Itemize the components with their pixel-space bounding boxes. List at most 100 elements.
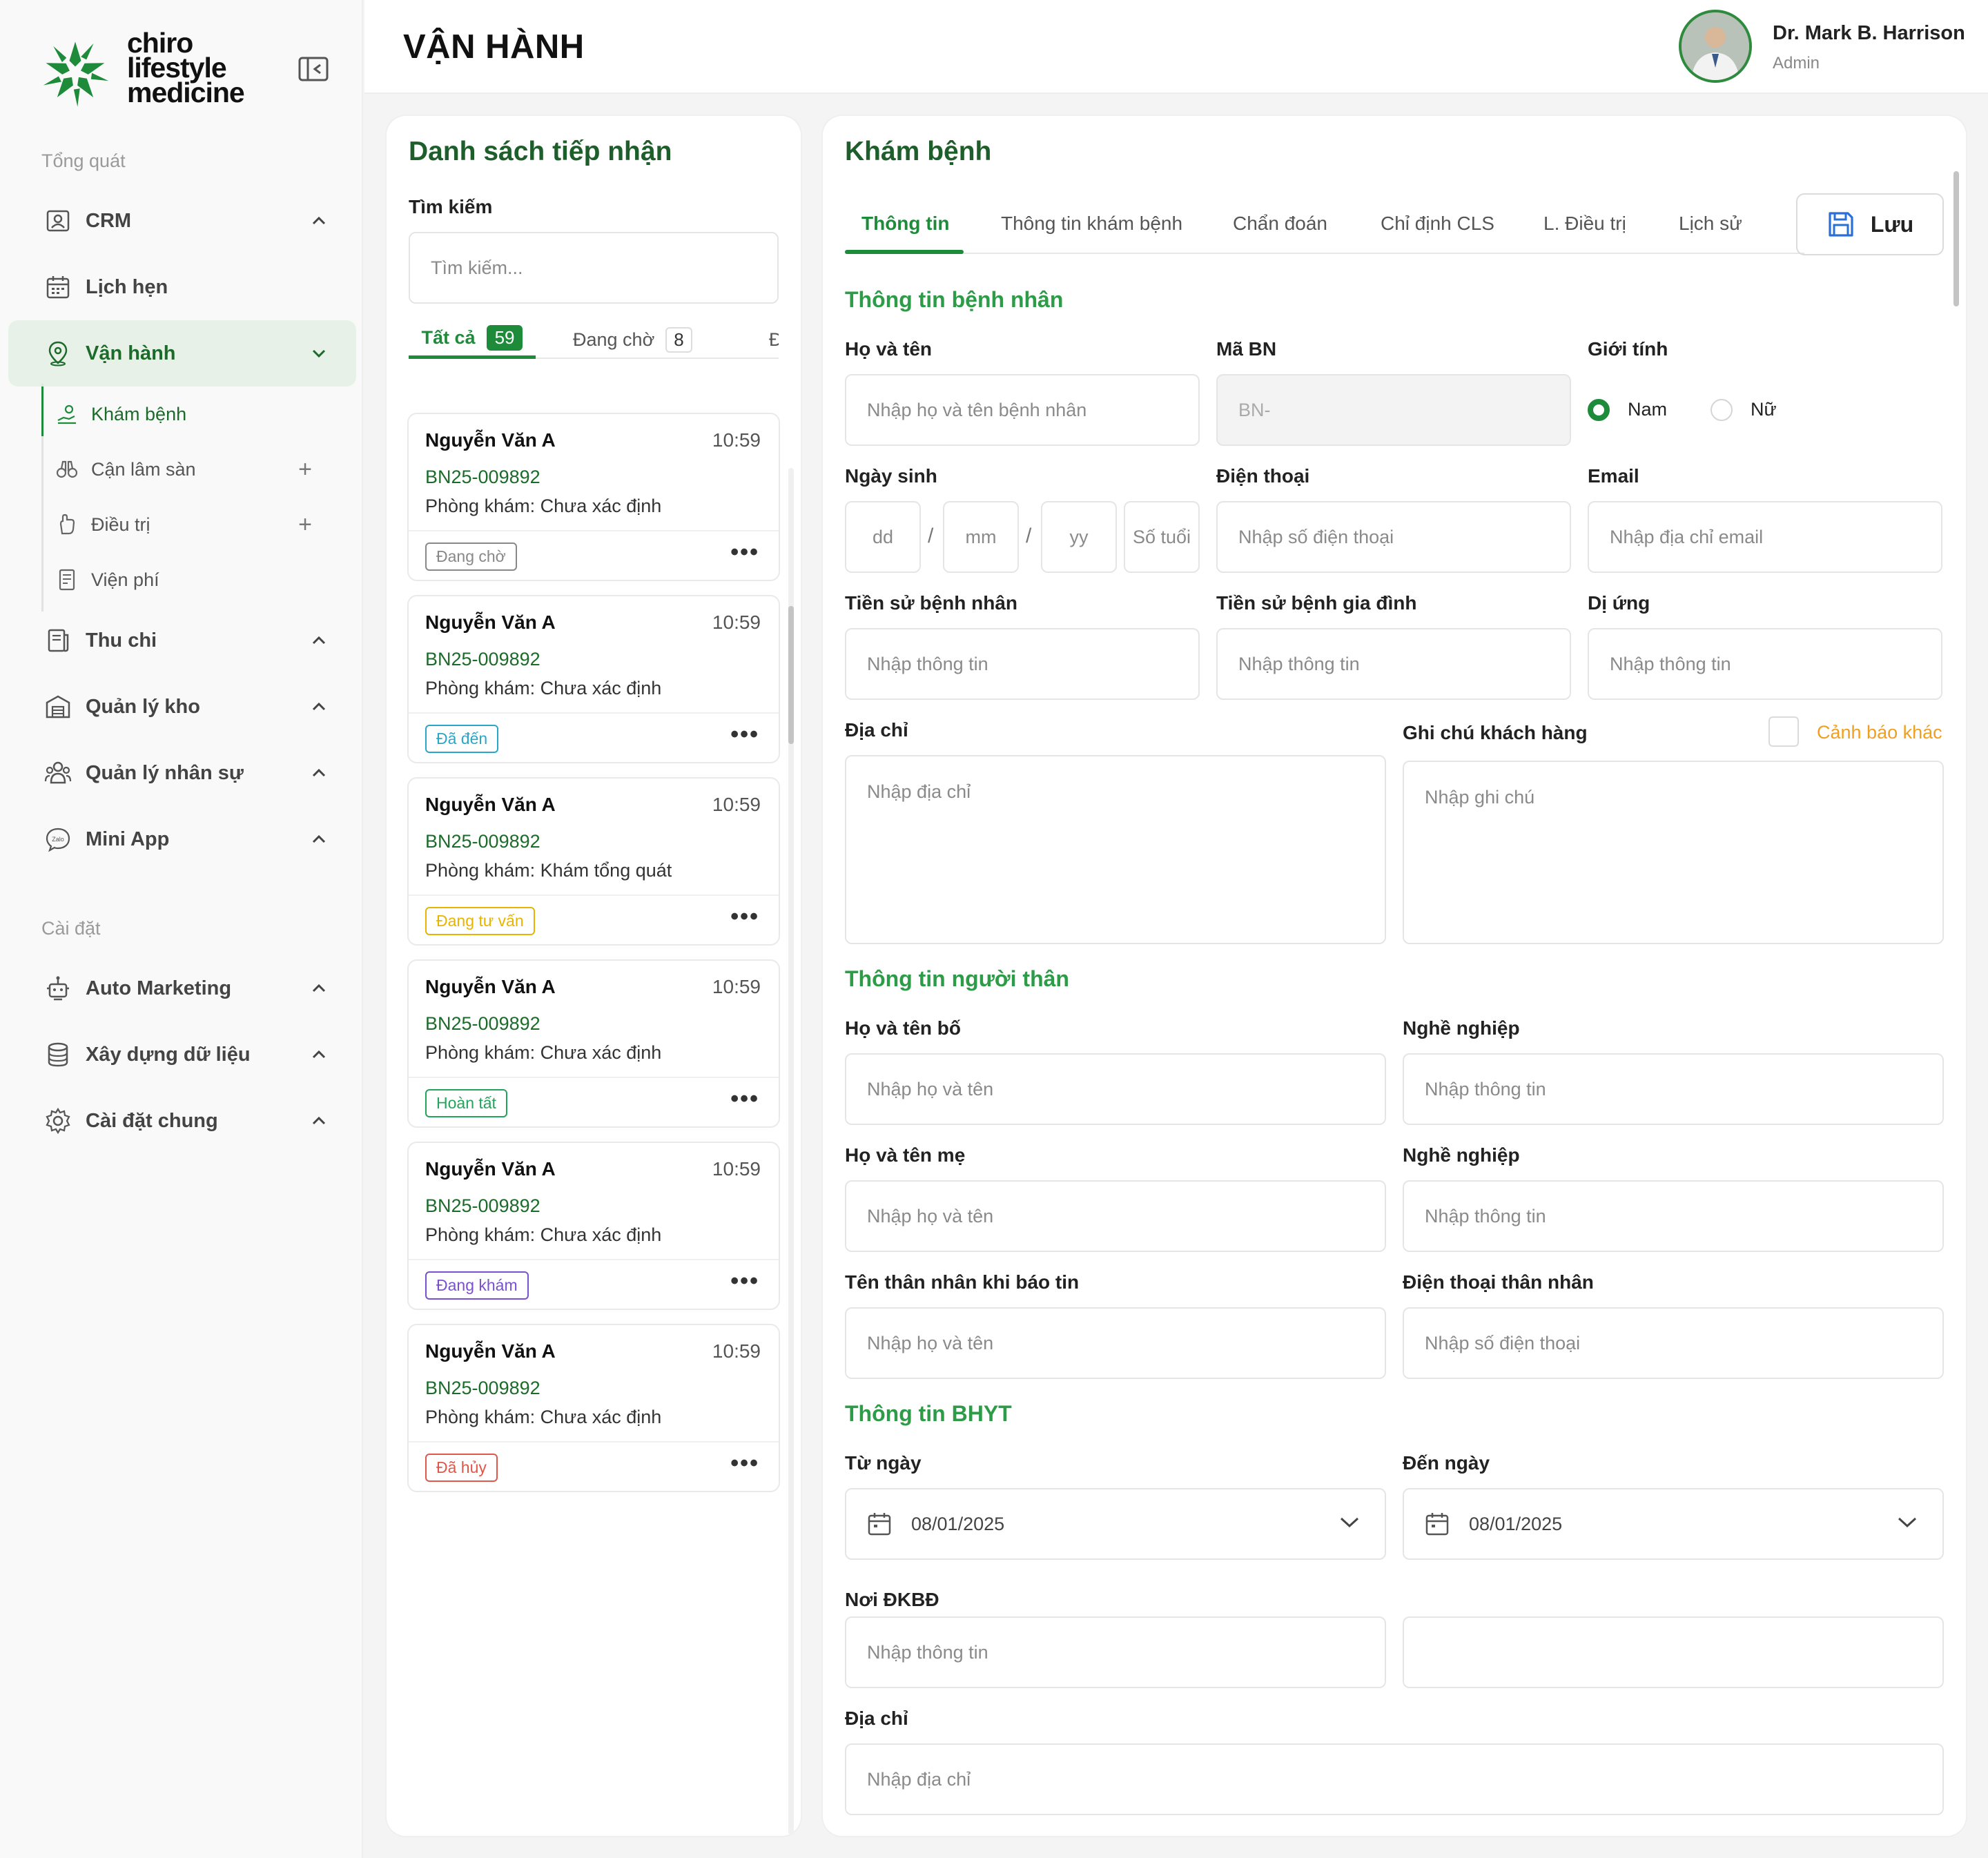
svg-text:Zalo: Zalo	[52, 836, 64, 843]
calendar-icon	[868, 1513, 891, 1536]
contact-phone-input[interactable]: Nhập số điện thoại	[1403, 1307, 1944, 1379]
registration-place-extra-input[interactable]	[1403, 1616, 1944, 1688]
list-scrollbar-thumb[interactable]	[788, 606, 794, 744]
dob-year-input[interactable]: yy	[1041, 501, 1117, 573]
sidebar-item-label: Auto Marketing	[86, 977, 232, 999]
patient-code: BN25-009892	[425, 1195, 540, 1216]
tab-cls-orders[interactable]: Chỉ định CLS	[1381, 213, 1494, 234]
sidebar-subitem-treatment[interactable]: Điều trị +	[41, 497, 331, 552]
sidebar-item-auto-marketing[interactable]: Auto Marketing	[8, 955, 356, 1021]
save-button[interactable]: Lưu	[1796, 193, 1944, 255]
sidebar-item-crm[interactable]: CRM	[8, 188, 356, 254]
note-placeholder: Nhập ghi chú	[1425, 787, 1535, 808]
sidebar-item-label: Xây dựng dữ liệu	[86, 1043, 251, 1066]
more-options-icon[interactable]: •••	[730, 539, 759, 565]
form-scrollbar-thumb[interactable]	[1953, 171, 1959, 306]
list-item[interactable]: Nguyễn Văn A 10:59 BN25-009892 Phòng khám: …	[407, 413, 780, 581]
database-icon	[48, 1042, 68, 1067]
sidebar-item-label: Quản lý kho	[86, 695, 200, 718]
patient-name-input[interactable]: Nhập họ và tên bệnh nhân	[845, 374, 1200, 446]
list-item[interactable]: Nguyễn Văn A 10:59 BN25-009892 Phòng khám: …	[407, 1324, 780, 1492]
patient-code: BN25-009892	[425, 467, 540, 487]
insurance-to-label: Đến ngày	[1403, 1452, 1490, 1474]
medical-history-input[interactable]: Nhập thông tin	[845, 628, 1200, 700]
exam-room: Phòng khám: Chưa xác định	[425, 678, 661, 699]
more-options-icon[interactable]: •••	[730, 1268, 759, 1294]
exam-room: Phòng khám: Chưa xác định	[425, 1042, 661, 1064]
insurance-to-date-picker[interactable]: 08/01/2025	[1403, 1488, 1944, 1560]
father-name-input[interactable]: Nhập họ và tên	[845, 1053, 1386, 1125]
family-history-input[interactable]: Nhập thông tin	[1216, 628, 1571, 700]
insurance-from-date-picker[interactable]: 08/01/2025	[845, 1488, 1386, 1560]
patient-name: Nguyễn Văn A	[425, 1158, 556, 1180]
dob-day-input[interactable]: dd	[845, 501, 921, 573]
card-divider	[409, 1259, 779, 1260]
tab-info[interactable]: Thông tin	[861, 213, 950, 234]
sidebar-item-general-settings[interactable]: Cài đặt chung	[8, 1088, 356, 1154]
list-item[interactable]: Nguyễn Văn A 10:59 BN25-009892 Phòng khám: …	[407, 1142, 780, 1310]
more-options-icon[interactable]: •••	[730, 721, 759, 747]
page-title: VẬN HÀNH	[403, 28, 585, 66]
insurance-address-input[interactable]: Nhập địa chỉ	[845, 1743, 1944, 1815]
sidebar-item-warehouse[interactable]: Quản lý kho	[8, 674, 356, 740]
other-warning-checkbox[interactable]	[1768, 716, 1799, 747]
plus-icon[interactable]: +	[298, 511, 312, 538]
allergy-input[interactable]: Nhập thông tin	[1588, 628, 1942, 700]
dob-month-input[interactable]: mm	[943, 501, 1019, 573]
sidebar-subitem-label: Điều trị	[91, 514, 150, 535]
gender-male-radio[interactable]	[1588, 399, 1610, 421]
gender-label: Giới tính	[1588, 338, 1668, 360]
arrival-time: 10:59	[712, 429, 761, 451]
contact-name-input[interactable]: Nhập họ và tên	[845, 1307, 1386, 1379]
chevron-up-icon	[312, 1116, 326, 1125]
status-badge: Hoàn tất	[425, 1089, 507, 1117]
tab-treatment[interactable]: L. Điều trị	[1543, 213, 1626, 234]
sidebar-item-operations[interactable]: Vận hành	[8, 320, 356, 387]
email-input[interactable]: Nhập địa chỉ email	[1588, 501, 1942, 573]
father-job-input[interactable]: Nhập thông tin	[1403, 1053, 1944, 1125]
mother-job-label: Nghề nghiệp	[1403, 1144, 1520, 1166]
tab-diagnosis[interactable]: Chẩn đoán	[1233, 213, 1328, 234]
chevron-up-icon	[312, 768, 326, 777]
sidebar-subitem-examination[interactable]: Khám bệnh	[41, 387, 331, 442]
list-scrollbar[interactable]	[788, 468, 794, 1835]
sidebar-item-label: Vận hành	[86, 342, 176, 364]
tab-history[interactable]: Lịch sử	[1679, 213, 1742, 234]
more-options-icon[interactable]: •••	[730, 903, 759, 930]
address-textarea[interactable]: Nhập địa chỉ	[845, 755, 1386, 944]
address-label: Địa chỉ	[845, 719, 908, 741]
avatar[interactable]	[1679, 10, 1752, 83]
more-options-icon[interactable]: •••	[730, 1086, 759, 1112]
submenu-line	[41, 384, 43, 612]
search-input[interactable]: Tìm kiếm...	[409, 232, 779, 304]
sidebar-item-mini-app[interactable]: Zalo Mini App	[8, 806, 356, 872]
registration-place-input[interactable]: Nhập thông tin	[845, 1616, 1386, 1688]
list-item[interactable]: Nguyễn Văn A 10:59 BN25-009892 Phòng khám: …	[407, 777, 780, 946]
submenu-active-indicator	[41, 387, 43, 436]
mother-name-input[interactable]: Nhập họ và tên	[845, 1180, 1386, 1252]
sidebar-item-finance[interactable]: Thu chi	[8, 607, 356, 674]
tab-exam-info[interactable]: Thông tin khám bệnh	[1001, 213, 1183, 234]
tab-waiting[interactable]: Đang chờ 8	[573, 320, 692, 359]
list-item[interactable]: Nguyễn Văn A 10:59 BN25-009892 Phòng khám: …	[407, 959, 780, 1128]
age-input[interactable]: Số tuổi	[1124, 501, 1200, 573]
warehouse-icon	[46, 695, 70, 718]
sidebar-item-appointments[interactable]: Lịch hẹn	[8, 254, 356, 320]
contact-phone-label: Điện thoại thân nhân	[1403, 1271, 1594, 1293]
sidebar-subitem-fees[interactable]: Viện phí	[41, 552, 331, 607]
sidebar-subitem-paraclinical[interactable]: Cận lâm sàn +	[41, 442, 331, 497]
customer-note-textarea[interactable]: Nhập ghi chú	[1403, 761, 1944, 944]
mother-name-label: Họ và tên mẹ	[845, 1144, 966, 1166]
tab-all[interactable]: Tất cả 59	[409, 320, 536, 359]
collapse-sidebar-icon[interactable]	[298, 57, 329, 81]
plus-icon[interactable]: +	[298, 456, 312, 482]
mother-job-input[interactable]: Nhập thông tin	[1403, 1180, 1944, 1252]
more-options-icon[interactable]: •••	[730, 1450, 759, 1476]
tab-more[interactable]: Đ	[769, 320, 779, 359]
sidebar-item-hr[interactable]: Quản lý nhân sự	[8, 740, 356, 806]
sidebar-item-data-building[interactable]: Xây dựng dữ liệu	[8, 1021, 356, 1088]
address-placeholder: Nhập địa chỉ	[867, 781, 971, 802]
phone-input[interactable]: Nhập số điện thoại	[1216, 501, 1571, 573]
gender-female-radio[interactable]	[1711, 399, 1733, 421]
list-item[interactable]: Nguyễn Văn A 10:59 BN25-009892 Phòng khám: …	[407, 595, 780, 763]
